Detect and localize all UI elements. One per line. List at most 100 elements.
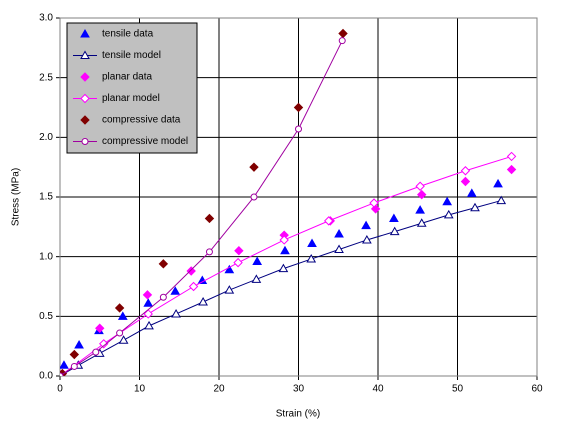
y-tick-label: 0.5: [39, 311, 53, 322]
marker: [250, 193, 258, 201]
marker: [233, 257, 243, 268]
x-tick-label: 50: [452, 384, 464, 395]
marker: [80, 72, 90, 82]
legend-label: tensile model: [102, 50, 161, 61]
marker: [116, 329, 124, 337]
marker: [81, 138, 89, 145]
marker: [188, 281, 199, 292]
marker: [506, 151, 517, 162]
marker: [443, 209, 454, 219]
legend-label: tensile data: [102, 29, 154, 40]
marker: [295, 125, 302, 133]
marker: [80, 28, 90, 38]
marker: [416, 218, 427, 227]
marker: [252, 256, 263, 265]
legend-label: compressive model: [102, 136, 188, 147]
marker: [198, 297, 208, 306]
marker: [293, 102, 304, 113]
marker: [324, 216, 334, 226]
marker: [80, 115, 90, 125]
y-tick-label: 2.0: [39, 132, 53, 143]
marker: [280, 245, 290, 255]
series-line: [60, 200, 502, 376]
plot-frame: [59, 17, 538, 377]
marker: [506, 164, 517, 175]
marker: [361, 220, 371, 230]
marker: [117, 311, 128, 320]
series: [60, 37, 346, 376]
marker: [496, 195, 507, 205]
marker: [80, 50, 90, 59]
marker: [142, 290, 153, 300]
marker: [389, 226, 400, 236]
marker: [334, 228, 344, 238]
marker: [69, 349, 80, 360]
marker: [114, 303, 125, 313]
marker: [306, 254, 317, 263]
marker: [204, 213, 215, 224]
marker: [466, 188, 477, 197]
x-tick-label: 40: [372, 384, 384, 395]
marker: [224, 264, 235, 274]
marker: [60, 360, 69, 369]
marker: [170, 286, 181, 295]
marker: [143, 298, 154, 307]
y-axis-title: Stress (MPa): [11, 168, 22, 226]
marker: [338, 37, 346, 45]
marker: [186, 266, 196, 276]
y-tick-label: 1.5: [39, 192, 53, 203]
legend: tensile data tensile model planar data plan…: [66, 22, 198, 154]
marker: [442, 196, 453, 206]
marker: [417, 189, 427, 200]
marker: [415, 205, 425, 214]
marker: [99, 339, 109, 349]
legend-label: compressive data: [102, 115, 181, 126]
marker: [369, 198, 379, 208]
marker: [460, 166, 471, 176]
marker: [118, 335, 129, 344]
marker: [362, 234, 372, 244]
y-tick-label: 0.0: [39, 371, 53, 382]
marker: [158, 259, 169, 269]
marker: [460, 176, 471, 187]
y-tick-label: 1.0: [39, 251, 53, 262]
marker: [159, 293, 167, 301]
x-tick-label: 10: [134, 384, 146, 395]
marker: [80, 93, 90, 104]
marker: [389, 213, 399, 222]
legend-label: planar model: [102, 93, 160, 104]
x-tick-label: 30: [293, 384, 305, 395]
marker: [171, 308, 181, 318]
marker: [493, 178, 503, 188]
marker: [279, 235, 289, 245]
marker: [224, 285, 235, 294]
legend-label: planar data: [102, 72, 152, 83]
marker: [251, 274, 262, 283]
marker: [143, 309, 153, 319]
marker: [470, 202, 480, 212]
marker: [60, 372, 64, 376]
marker: [70, 362, 78, 370]
marker: [74, 339, 84, 349]
marker: [92, 348, 100, 356]
marker: [334, 244, 344, 254]
marker: [144, 320, 154, 330]
x-tick-label: 60: [531, 384, 543, 395]
marker: [278, 263, 289, 273]
series: [60, 178, 503, 369]
legend-box: [66, 22, 198, 154]
marker: [307, 238, 317, 248]
marker: [234, 245, 244, 256]
x-axis-title: Strain (%): [276, 409, 320, 420]
marker: [415, 181, 425, 191]
series: [60, 28, 348, 376]
series: [60, 195, 507, 376]
series: [60, 151, 517, 376]
marker: [249, 162, 259, 172]
marker: [338, 28, 348, 39]
y-tick-label: 2.5: [39, 72, 53, 83]
marker: [95, 323, 105, 333]
marker: [197, 275, 208, 285]
